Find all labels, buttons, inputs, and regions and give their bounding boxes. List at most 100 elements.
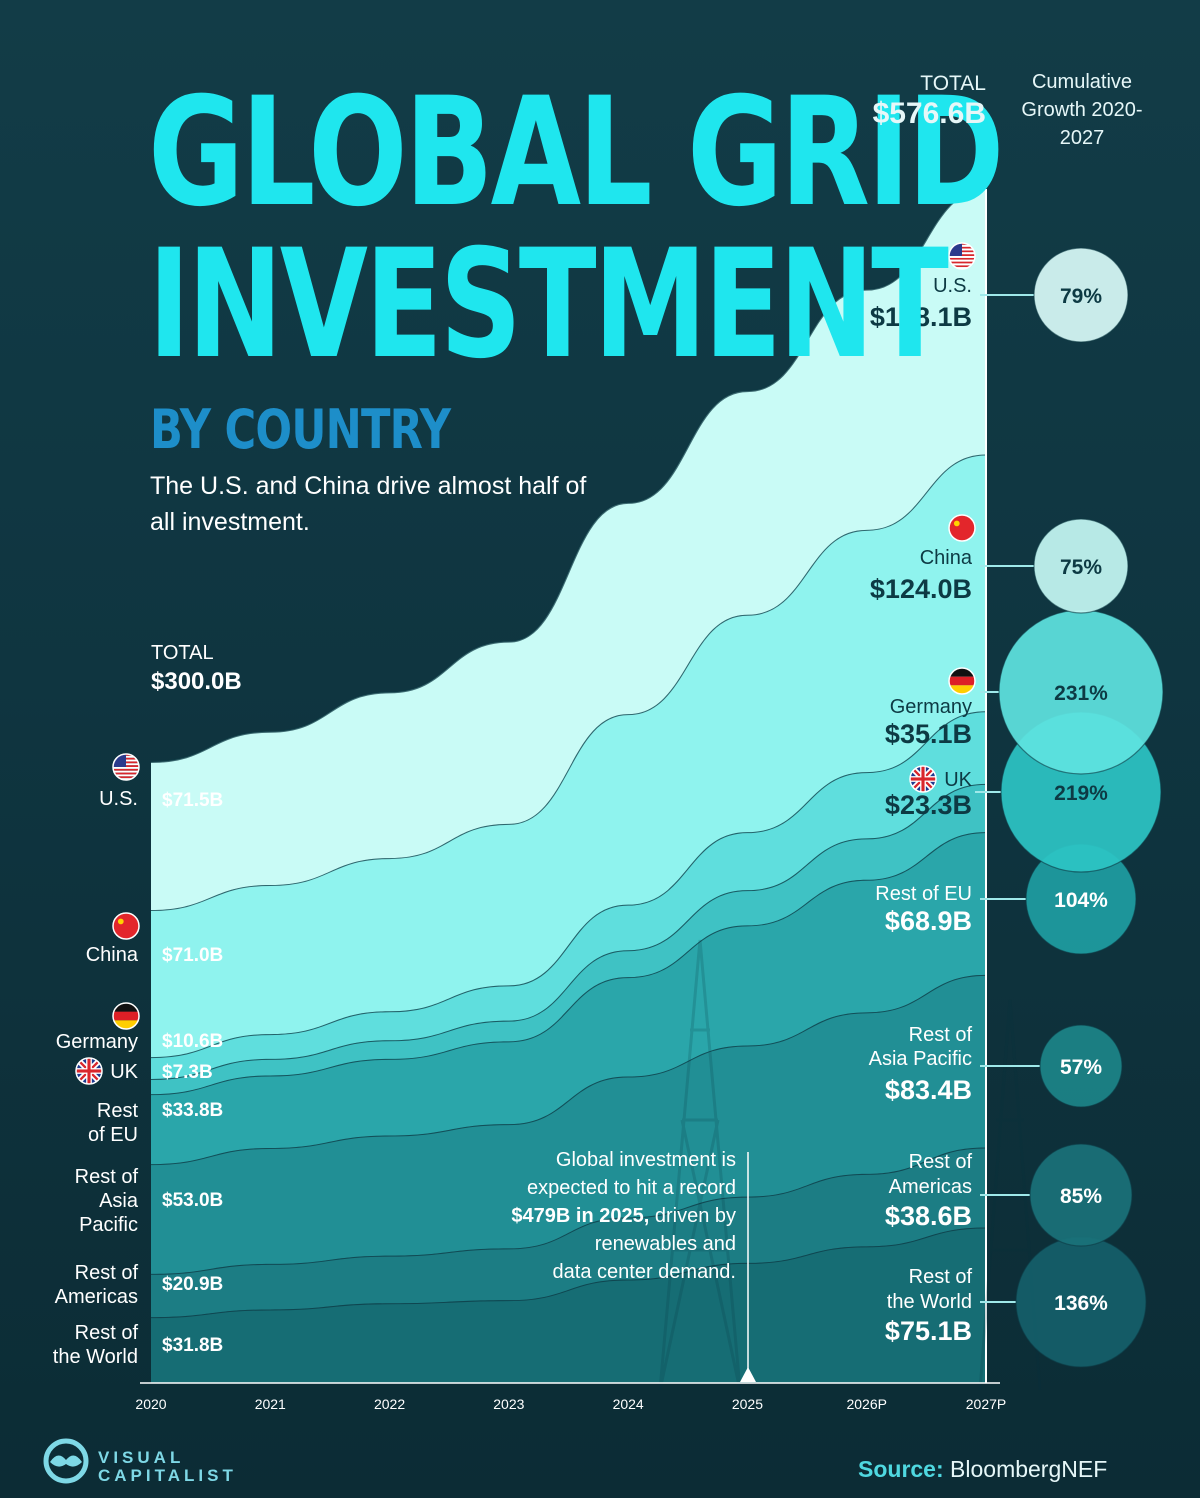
end-value-uk: $23.3B: [885, 790, 972, 820]
end-value-rest-of-asia-pacific: $83.4B: [885, 1075, 972, 1105]
de-flag-icon: [948, 667, 976, 695]
annotation-text: Global investment is expected to hit a r…: [440, 1146, 736, 1286]
de-flag-icon: [112, 1002, 140, 1030]
source-label: Source:: [858, 1456, 944, 1482]
area-band-rest-of-americas: [151, 1147, 986, 1318]
x-tick-label: 2026P: [846, 1396, 886, 1412]
growth-bubble-china: [1034, 519, 1128, 613]
growth-value-rest-of-asia-pacific: 57%: [1060, 1056, 1102, 1079]
start-label-rest-of-asia-pacific: Pacific: [79, 1214, 138, 1236]
x-tick-label: 2021: [255, 1396, 286, 1412]
growth-bubble-rest-of-eu: [1026, 844, 1136, 954]
end-value-u-s: $128.1B: [870, 302, 972, 332]
growth-bubble-rest-of-asia-pacific: [1040, 1025, 1122, 1107]
growth-bubble-ring: [1033, 247, 1129, 343]
end-label-rest-of-asia-pacific: Rest of: [909, 1024, 973, 1046]
end-label-u-s: U.S.: [933, 275, 972, 297]
area-band-china: [151, 454, 986, 1058]
area-band-rest-of-eu: [151, 832, 986, 1165]
area-band-rest-of-asia-pacific: [151, 974, 986, 1274]
growth-value-rest-of-eu: 104%: [1054, 889, 1108, 912]
start-value-germany: $10.6B: [162, 1031, 223, 1052]
annotation-line-4: renewables and: [594, 1233, 736, 1255]
start-label-rest-of-the-world: the World: [53, 1346, 138, 1368]
growth-bubble-rest-of-the-world: [1016, 1237, 1146, 1367]
end-value-germany: $35.1B: [885, 719, 972, 749]
end-value-china: $124.0B: [870, 574, 972, 604]
annotation-marker: [740, 1367, 756, 1382]
start-value-rest-of-asia-pacific: $53.0B: [162, 1190, 223, 1211]
us-flag-icon: [948, 242, 976, 270]
area-band-u-s: [151, 189, 986, 911]
subtitle: BY COUNTRY: [150, 398, 451, 461]
us-flag-icon: [112, 753, 140, 781]
end-label-rest-of-eu: Rest of EU: [875, 883, 972, 905]
annotation-highlight: $479B in 2025,: [511, 1205, 650, 1227]
uk-flag-icon: [75, 1057, 103, 1085]
growth-bubble-ring: [1033, 518, 1129, 614]
logo-text-line-1: VISUAL: [98, 1448, 185, 1467]
x-tick-label: 2027P: [966, 1396, 1006, 1412]
start-label-rest-of-asia-pacific: Rest of: [75, 1166, 139, 1188]
x-tick-label: 2023: [493, 1396, 524, 1412]
start-label-rest-of-eu: of EU: [88, 1124, 138, 1146]
growth-bubble-ring: [1029, 1143, 1133, 1247]
growth-value-u-s: 79%: [1060, 285, 1102, 308]
start-value-rest-of-eu: $33.8B: [162, 1100, 223, 1121]
logo-text-line-2: CAPITALIST: [98, 1466, 237, 1485]
cn-flag-icon: [948, 514, 976, 542]
source-value: BloombergNEF: [950, 1456, 1108, 1482]
end-label-rest-of-the-world: Rest of: [909, 1266, 973, 1288]
start-value-china: $71.0B: [162, 945, 223, 966]
end-value-rest-of-americas: $38.6B: [885, 1201, 972, 1231]
end-value-rest-of-eu: $68.9B: [885, 906, 972, 936]
growth-value-germany: 231%: [1054, 682, 1108, 705]
growth-value-china: 75%: [1060, 556, 1102, 579]
start-value-rest-of-americas: $20.9B: [162, 1274, 223, 1295]
start-label-u-s: U.S.: [99, 788, 138, 810]
start-label-rest-of-americas: Americas: [55, 1286, 138, 1308]
cn-flag-icon: [112, 912, 140, 940]
annotation-line-2: expected to hit a record: [526, 1177, 736, 1199]
growth-bubble-u-s: [1034, 248, 1128, 342]
end-label-uk: UK: [944, 769, 972, 791]
x-tick-label: 2024: [613, 1396, 644, 1412]
visual-capitalist-logo-icon: [43, 1438, 89, 1484]
start-label-germany: Germany: [56, 1031, 138, 1053]
total-end-label: TOTAL: [920, 72, 986, 95]
end-label-rest-of-americas: Americas: [889, 1176, 972, 1198]
start-value-u-s: $71.5B: [162, 790, 223, 811]
uk-flag-icon: [909, 765, 937, 793]
growth-value-rest-of-americas: 85%: [1060, 1185, 1102, 1208]
title-line-1: GLOBAL GRID: [148, 66, 1004, 240]
growth-value-uk: 219%: [1054, 782, 1108, 805]
start-label-rest-of-americas: Rest of: [75, 1262, 139, 1284]
source-note: Source: BloombergNEF: [858, 1456, 1107, 1483]
start-label-rest-of-eu: Rest: [97, 1100, 139, 1122]
start-value-rest-of-the-world: $31.8B: [162, 1335, 223, 1356]
annotation-line-5: data center demand.: [552, 1261, 736, 1283]
growth-bubble-rest-of-americas: [1030, 1144, 1132, 1246]
x-tick-label: 2025: [732, 1396, 763, 1412]
end-label-rest-of-americas: Rest of: [909, 1151, 973, 1173]
growth-bubble-ring: [1039, 1024, 1123, 1108]
start-label-rest-of-asia-pacific: Asia: [99, 1190, 139, 1212]
series-line-germany: [150, 710, 987, 1059]
growth-header: Cumulative Growth 2020-2027: [1021, 71, 1143, 149]
total-start-value: $300.0B: [151, 668, 242, 695]
end-label-rest-of-asia-pacific: Asia Pacific: [869, 1048, 972, 1070]
start-label-china: China: [86, 944, 139, 966]
x-tick-label: 2020: [135, 1396, 166, 1412]
end-value-rest-of-the-world: $75.1B: [885, 1316, 972, 1346]
area-band-rest-of-the-world: [151, 1227, 986, 1383]
intro-text: The U.S. and China drive almost half of …: [150, 472, 587, 536]
growth-bubble-germany: [999, 610, 1163, 774]
start-label-rest-of-the-world: Rest of: [75, 1322, 139, 1344]
series-line-u-s: [150, 188, 987, 763]
title-line-2: INVESTMENT: [148, 218, 949, 392]
annotation-line-1: Global investment is: [555, 1149, 736, 1171]
end-label-rest-of-the-world: the World: [887, 1291, 972, 1313]
end-label-germany: Germany: [890, 696, 972, 718]
total-start-label: TOTAL: [151, 642, 214, 664]
